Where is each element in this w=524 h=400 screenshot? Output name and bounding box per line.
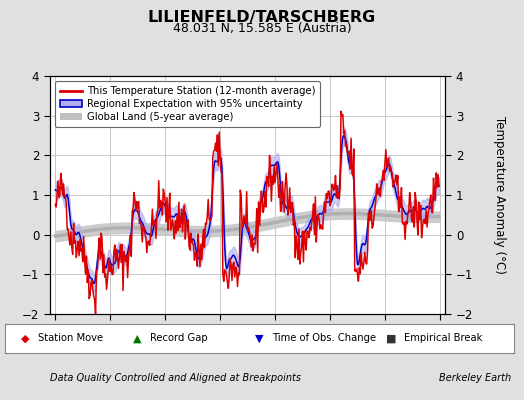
Text: Station Move: Station Move (38, 334, 103, 343)
Text: Berkeley Earth: Berkeley Earth (439, 373, 511, 383)
Text: Data Quality Controlled and Aligned at Breakpoints: Data Quality Controlled and Aligned at B… (50, 373, 301, 383)
Text: LILIENFELD/TARSCHBERG: LILIENFELD/TARSCHBERG (148, 10, 376, 25)
Text: ◆: ◆ (21, 334, 30, 343)
Y-axis label: Temperature Anomaly (°C): Temperature Anomaly (°C) (493, 116, 506, 274)
Text: Time of Obs. Change: Time of Obs. Change (272, 334, 376, 343)
Text: ■: ■ (386, 334, 397, 343)
Text: Record Gap: Record Gap (150, 334, 208, 343)
Text: 48.031 N, 15.585 E (Austria): 48.031 N, 15.585 E (Austria) (173, 22, 351, 35)
Text: Empirical Break: Empirical Break (404, 334, 483, 343)
Legend: This Temperature Station (12-month average), Regional Expectation with 95% uncer: This Temperature Station (12-month avera… (55, 81, 320, 127)
Text: ▲: ▲ (133, 334, 141, 343)
Text: ▼: ▼ (255, 334, 264, 343)
